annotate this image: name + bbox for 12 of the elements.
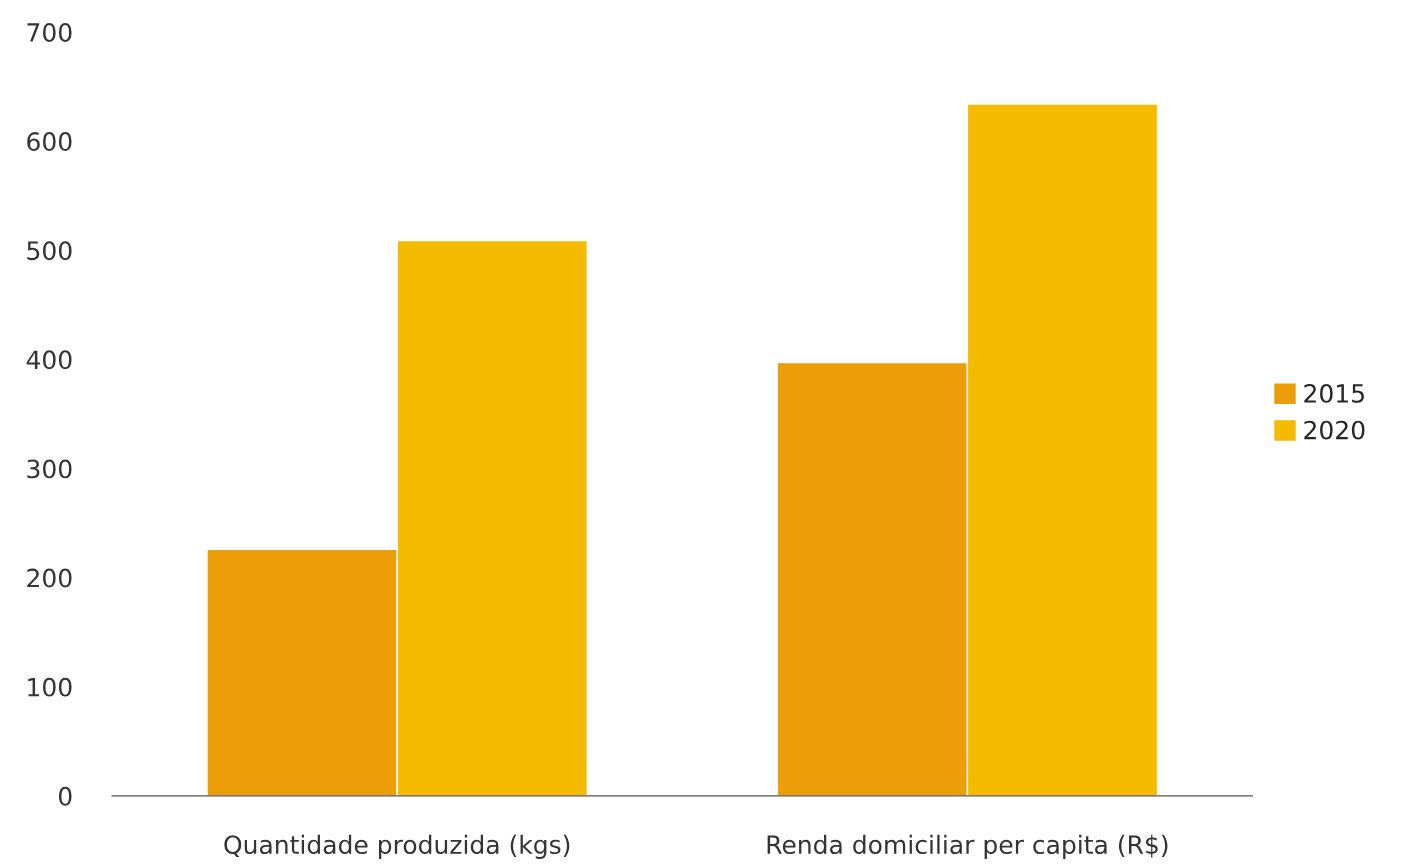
legend-label: 2015: [1304, 383, 1364, 403]
y-tick-label: 300: [27, 459, 72, 479]
y-tick-label: 0: [58, 786, 72, 806]
y-tick-label: 400: [26, 350, 72, 370]
y-tick-label: 100: [28, 677, 72, 697]
x-tick-label: Renda domiciliar per capita (R$): [767, 834, 1168, 859]
legend-label: 2020: [1304, 420, 1365, 440]
x-tick-label: Quantidade produzida (kgs): [224, 834, 570, 859]
y-tick-label: 500: [27, 241, 72, 261]
y-tick-label: 600: [27, 132, 72, 152]
y-tick-label: 700: [27, 22, 72, 42]
y-tick-label: 200: [27, 568, 72, 588]
